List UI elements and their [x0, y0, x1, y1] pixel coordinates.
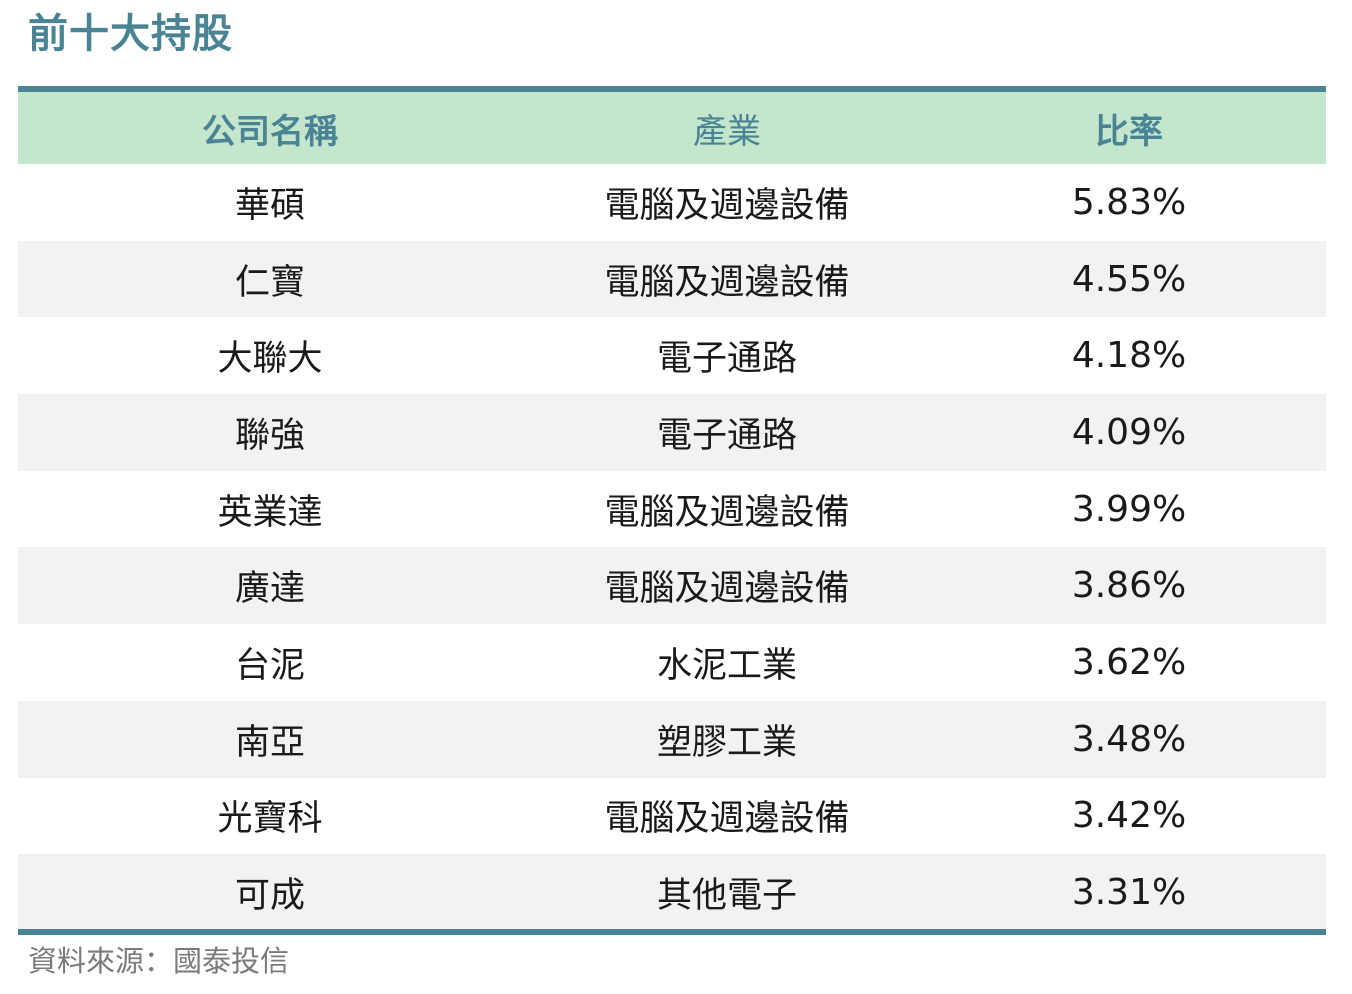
cell-company: 華碩	[234, 185, 305, 226]
table-header-row: 公司名稱 產業 比率	[18, 89, 1326, 164]
table-row: 仁寶 電腦及週邊設備 4.55%	[18, 240, 1326, 318]
cell-ratio: 4.09%	[1071, 411, 1187, 453]
holdings-table: 公司名稱 產業 比率 華碩 電腦及週邊設備 5.83% 仁寶 電腦及週邊設備 4…	[18, 86, 1326, 931]
cell-ratio: 4.18%	[1071, 335, 1187, 377]
cell-industry: 電子通路	[656, 415, 797, 456]
cell-company: 廣達	[234, 569, 305, 610]
table-row: 台泥 水泥工業 3.62%	[18, 624, 1326, 701]
cell-industry: 電子通路	[656, 339, 797, 380]
cell-industry: 塑膠工業	[656, 722, 797, 763]
table-row: 大聯大 電子通路 4.18%	[18, 317, 1326, 394]
cell-industry: 電腦及週邊設備	[604, 262, 850, 303]
table-row: 南亞 塑膠工業 3.48%	[18, 700, 1326, 778]
table-row: 光寶科 電腦及週邊設備 3.42%	[18, 778, 1326, 855]
cell-ratio: 5.83%	[1071, 181, 1187, 223]
cell-ratio: 3.62%	[1071, 641, 1187, 683]
cell-company: 台泥	[234, 645, 305, 686]
cell-industry: 電腦及週邊設備	[604, 185, 850, 226]
cell-company: 仁寶	[234, 262, 305, 303]
cell-company: 英業達	[217, 492, 323, 533]
cell-company: 大聯大	[217, 339, 323, 380]
header-company: 公司名稱	[202, 111, 338, 152]
cell-company: 光寶科	[217, 799, 323, 840]
cell-industry: 其他電子	[656, 876, 797, 917]
cell-industry: 水泥工業	[656, 645, 797, 686]
cell-company: 南亞	[234, 722, 305, 763]
cell-ratio: 3.99%	[1071, 488, 1187, 530]
cell-industry: 電腦及週邊設備	[604, 799, 850, 840]
source-note: 資料來源：國泰投信	[28, 944, 290, 978]
table-row: 廣達 電腦及週邊設備 3.86%	[18, 547, 1326, 625]
table-row: 英業達 電腦及週邊設備 3.99%	[18, 471, 1326, 548]
cell-company: 可成	[234, 876, 305, 917]
cell-company: 聯強	[234, 415, 305, 456]
cell-ratio: 3.42%	[1071, 795, 1187, 837]
cell-industry: 電腦及週邊設備	[604, 492, 850, 533]
page-title: 前十大持股	[28, 11, 233, 57]
cell-industry: 電腦及週邊設備	[604, 569, 850, 610]
header-industry: 產業	[693, 111, 761, 152]
table-row: 可成 其他電子 3.31%	[18, 854, 1326, 931]
header-ratio: 比率	[1095, 111, 1163, 152]
table-row: 聯強 電子通路 4.09%	[18, 394, 1326, 471]
cell-ratio: 3.48%	[1071, 718, 1187, 760]
cell-ratio: 3.31%	[1071, 872, 1187, 914]
table-row: 華碩 電腦及週邊設備 5.83%	[18, 164, 1326, 241]
cell-ratio: 4.55%	[1071, 258, 1187, 300]
cell-ratio: 3.86%	[1071, 565, 1187, 607]
table-bottom-rule	[18, 929, 1326, 935]
